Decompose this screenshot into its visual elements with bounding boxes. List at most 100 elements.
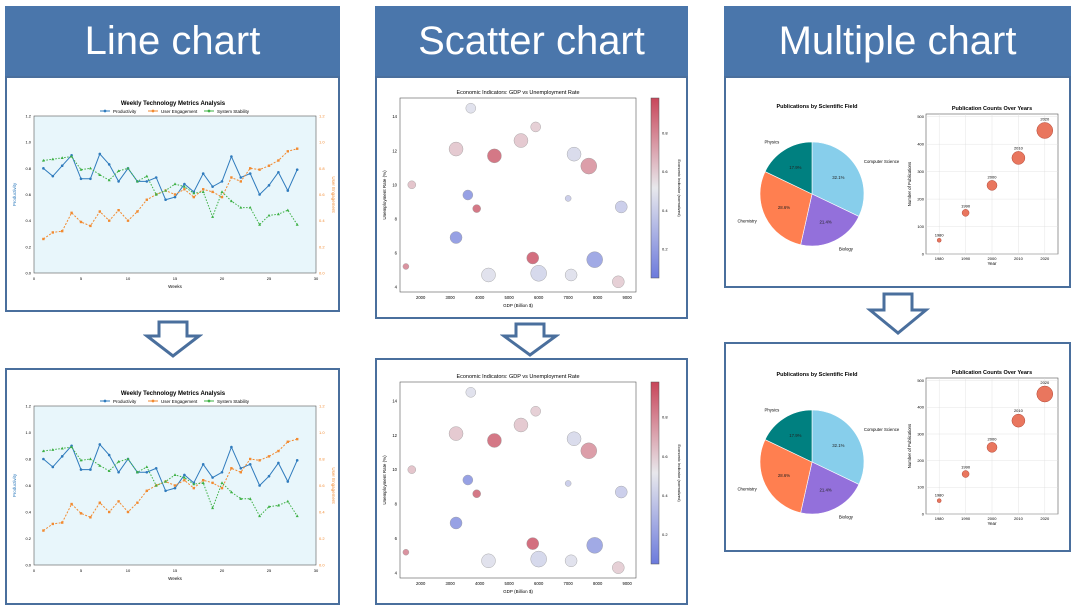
colorbar-tick-label: 0.4 xyxy=(662,208,668,213)
data-point xyxy=(249,167,252,170)
y-tick-label: 0.0 xyxy=(25,563,31,568)
data-point xyxy=(117,500,120,503)
colorbar-tick-label: 0.2 xyxy=(662,532,668,537)
data-point xyxy=(586,537,603,554)
legend-marker xyxy=(207,399,211,403)
line-chart-recreated: Weekly Technology Metrics Analysis Produc… xyxy=(12,391,336,581)
y-tick-label: 0.0 xyxy=(25,271,31,276)
data-point xyxy=(449,231,463,244)
colorbar-tick-label: 0.8 xyxy=(662,130,668,135)
legend-marker xyxy=(151,109,155,113)
y-tick-label: 100 xyxy=(917,485,924,490)
data-point xyxy=(286,208,290,212)
data-point xyxy=(136,501,139,504)
y-axis-label: Productivity xyxy=(12,182,17,206)
bubble-point-label: 1990 xyxy=(961,203,971,208)
data-point xyxy=(107,178,111,182)
data-point xyxy=(526,537,539,550)
pie-value-label: 28.6% xyxy=(778,473,790,478)
data-point xyxy=(154,192,158,196)
legend-marker xyxy=(103,399,107,403)
x-axis-label: GDP (Billion $) xyxy=(503,589,533,594)
scatter-chart-recreated: Economic Indicators: GDP vs Unemployment… xyxy=(382,374,682,594)
data-point xyxy=(267,164,271,167)
data-point xyxy=(164,198,167,202)
line-chart-original: Weekly Technology Metrics Analysis Produc… xyxy=(12,101,336,289)
data-point xyxy=(201,190,205,193)
data-point xyxy=(51,157,55,161)
x-tick-label: 25 xyxy=(267,276,272,281)
data-point xyxy=(267,184,271,187)
pie-value-label: 28.6% xyxy=(778,205,790,210)
bubble-point-label: 1980 xyxy=(935,493,945,498)
data-point xyxy=(230,445,233,449)
data-point xyxy=(70,154,74,158)
data-point xyxy=(615,485,628,499)
x-tick-label: 2000 xyxy=(416,295,426,300)
bubble-point xyxy=(1036,122,1054,139)
data-point xyxy=(449,516,463,530)
y-tick-label: 0 xyxy=(922,251,925,256)
x-tick-label: 3000 xyxy=(445,295,455,300)
pie-category-label: Biology xyxy=(839,247,854,252)
data-point xyxy=(98,443,102,446)
data-point xyxy=(211,506,215,510)
y-tick-label: 0.4 xyxy=(25,218,31,223)
bubble-point-label: 2020 xyxy=(1040,116,1050,121)
header-line-chart-label: Line chart xyxy=(84,18,261,63)
data-point xyxy=(472,204,481,213)
data-point xyxy=(277,159,280,162)
y-tick-label: 1.0 xyxy=(25,140,31,145)
legend-entry: User Engagement xyxy=(161,109,198,114)
data-point xyxy=(286,480,290,483)
y-tick-label: 0.6 xyxy=(25,192,31,197)
y-tick-label: 14 xyxy=(392,398,397,403)
data-point xyxy=(462,474,474,486)
data-point xyxy=(51,448,55,451)
x-axis-label: Year xyxy=(987,521,997,526)
data-point xyxy=(98,152,102,156)
data-point xyxy=(286,150,289,153)
bubble-point-label: 2000 xyxy=(988,436,998,441)
data-point xyxy=(154,176,158,179)
x-tick-label: 2020 xyxy=(1040,256,1050,261)
x-tick-label: 7000 xyxy=(563,295,573,300)
data-point xyxy=(202,479,205,482)
pie-chart-original: Publications by Scientific Field 32.1% Com… xyxy=(737,104,899,252)
bubble-point-label: 2010 xyxy=(1014,408,1024,413)
legend-entry: Productivity xyxy=(113,399,137,404)
colorbar-label: Economic Indicator (normalized) xyxy=(677,444,682,502)
data-point xyxy=(117,470,120,474)
data-point xyxy=(564,268,578,282)
data-point xyxy=(98,464,102,467)
data-point xyxy=(145,470,149,474)
data-point xyxy=(79,458,83,462)
data-point xyxy=(70,211,73,215)
pie-value-label: 21.4% xyxy=(820,220,832,225)
data-point xyxy=(615,200,628,214)
data-point xyxy=(513,133,529,148)
data-point xyxy=(267,474,271,478)
data-point xyxy=(276,212,280,216)
x-tick-label: 1980 xyxy=(935,516,945,521)
y-tick-label: 0.8 xyxy=(25,166,31,171)
y-right-tick-label: 1.0 xyxy=(319,430,325,435)
data-point xyxy=(192,195,195,199)
legend-entry: User Engagement xyxy=(161,399,198,404)
x-tick-label: 15 xyxy=(173,276,178,281)
x-tick-label: 25 xyxy=(267,568,272,573)
y-right-tick-label: 1.0 xyxy=(319,140,325,145)
data-point xyxy=(239,176,243,179)
y-tick-label: 10 xyxy=(392,182,397,187)
data-point xyxy=(481,553,496,569)
y-tick-label: 6 xyxy=(395,250,398,255)
data-point xyxy=(258,514,262,518)
data-point xyxy=(42,237,45,241)
data-point xyxy=(42,529,45,532)
data-point xyxy=(211,185,214,188)
x-tick-label: 6000 xyxy=(534,295,544,300)
y-tick-label: 0.2 xyxy=(25,536,31,541)
data-point xyxy=(566,146,582,162)
y-tick-label: 0.4 xyxy=(25,510,31,515)
y-right-axis-label: User Engagement xyxy=(331,176,336,213)
